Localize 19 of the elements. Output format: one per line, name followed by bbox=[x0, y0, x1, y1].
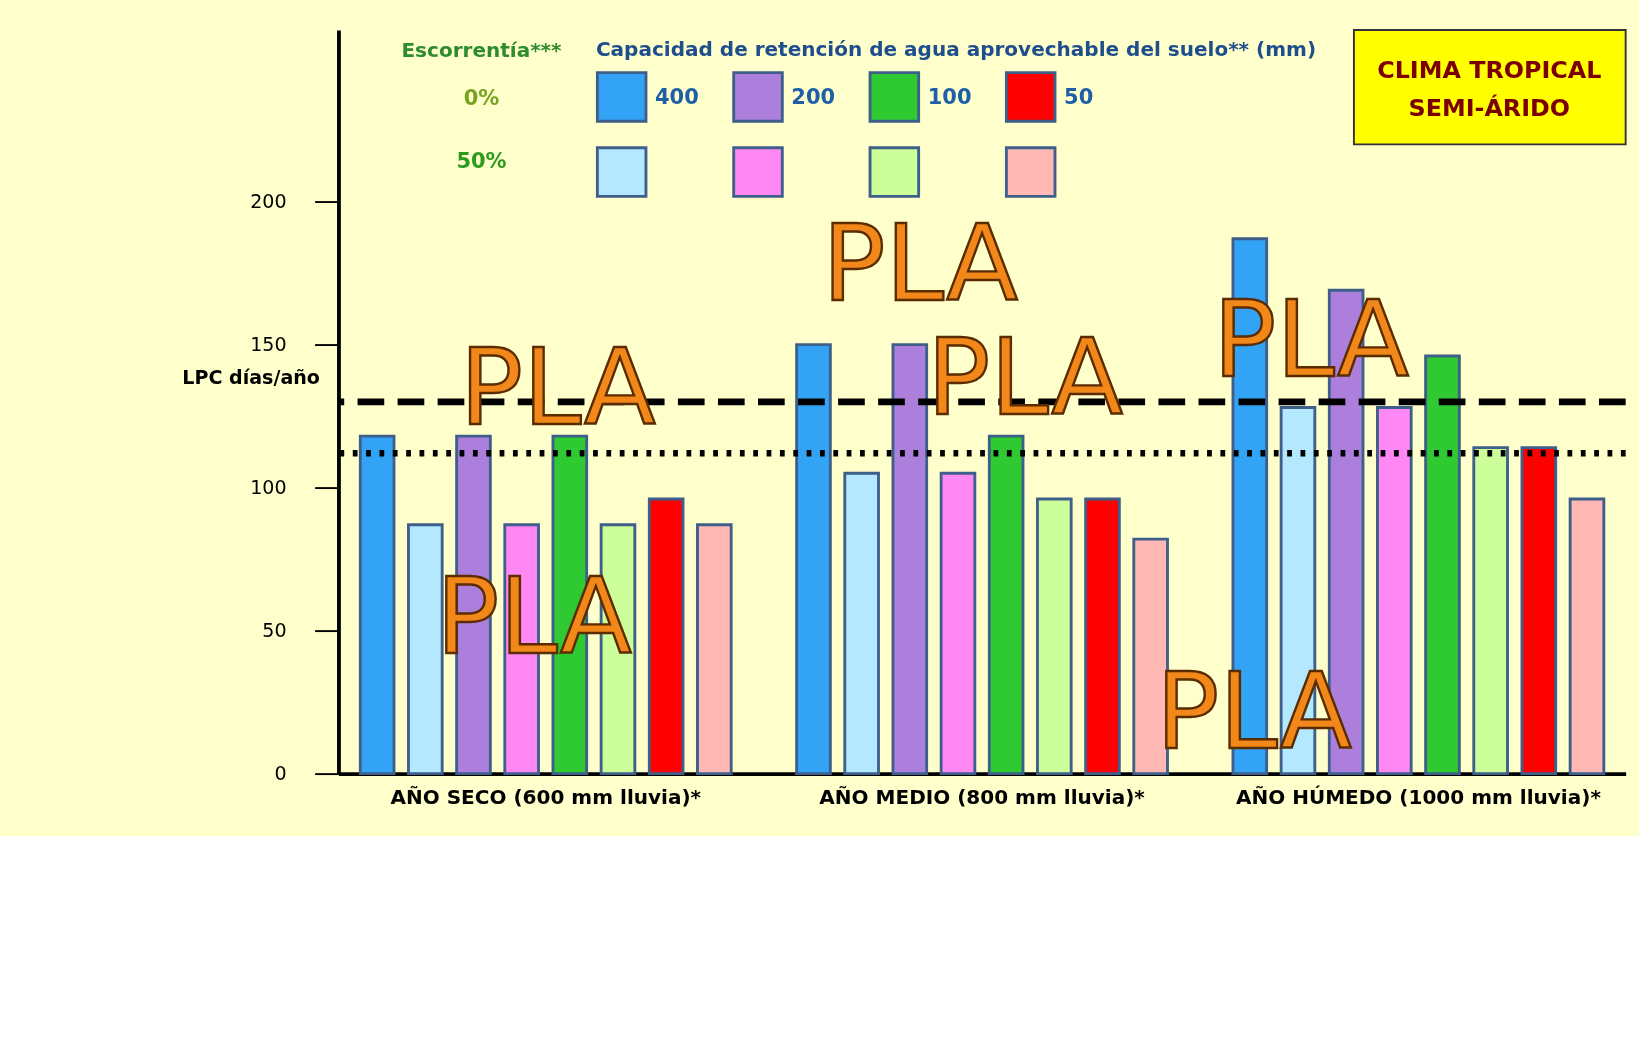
y-tick-label: 200 bbox=[250, 189, 287, 212]
annotation: PLA bbox=[822, 202, 1018, 325]
legend-label: 400 bbox=[655, 84, 699, 109]
x-tick-label: AÑO HÚMEDO (1000 mm lluvia)* bbox=[1235, 784, 1602, 809]
legend-label: 200 bbox=[791, 84, 836, 109]
x-tick-label: AÑO SECO (600 mm lluvia)* bbox=[390, 784, 702, 809]
y-axis-title: LPC días/año bbox=[182, 365, 320, 388]
annotation: 50% bbox=[456, 149, 507, 174]
legend-title: Capacidad de retención de agua aprovechable del suelo** (mm) bbox=[595, 36, 1317, 61]
y-tick-label: 0 bbox=[274, 761, 287, 784]
legend-label: 100 bbox=[927, 84, 972, 109]
x-tick-label: AÑO MEDIO (800 mm lluvia)* bbox=[819, 784, 1146, 809]
annotation: Escorrentía*** bbox=[401, 37, 563, 62]
y-tick-label: 100 bbox=[250, 475, 287, 498]
y-tick-label: 150 bbox=[250, 332, 287, 355]
y-tick-label: 50 bbox=[262, 618, 287, 641]
legend-label: 50 bbox=[1064, 84, 1094, 109]
text: CLIMA TROPICAL SEMI-ÁRIDO bbox=[1377, 55, 1602, 122]
annotation: 0% bbox=[463, 86, 500, 111]
